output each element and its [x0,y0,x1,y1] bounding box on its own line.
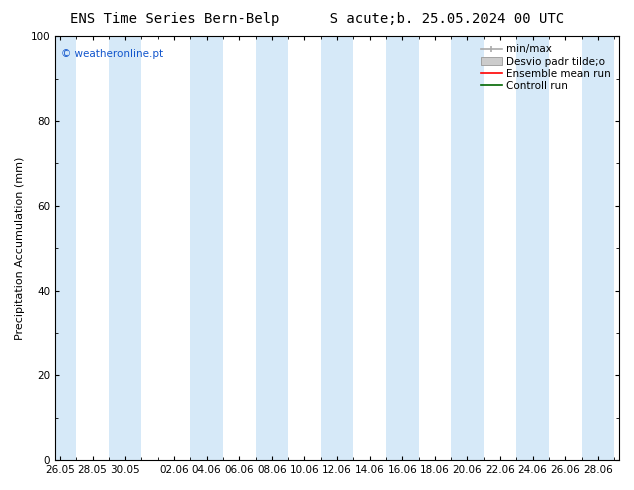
Text: © weatheronline.pt: © weatheronline.pt [61,49,163,59]
Bar [44,36,76,460]
Bar [321,36,353,460]
Bar [109,36,141,460]
Bar [256,36,288,460]
Bar [451,36,484,460]
Bar [190,36,223,460]
Legend: min/max, Desvio padr tilde;o, Ensemble mean run, Controll run: min/max, Desvio padr tilde;o, Ensemble m… [478,41,614,94]
Text: ENS Time Series Bern-Belp      S acute;b. 25.05.2024 00 UTC: ENS Time Series Bern-Belp S acute;b. 25.… [70,12,564,26]
Bar [516,36,549,460]
Y-axis label: Precipitation Accumulation (mm): Precipitation Accumulation (mm) [15,156,25,340]
Bar [581,36,614,460]
Bar [386,36,418,460]
